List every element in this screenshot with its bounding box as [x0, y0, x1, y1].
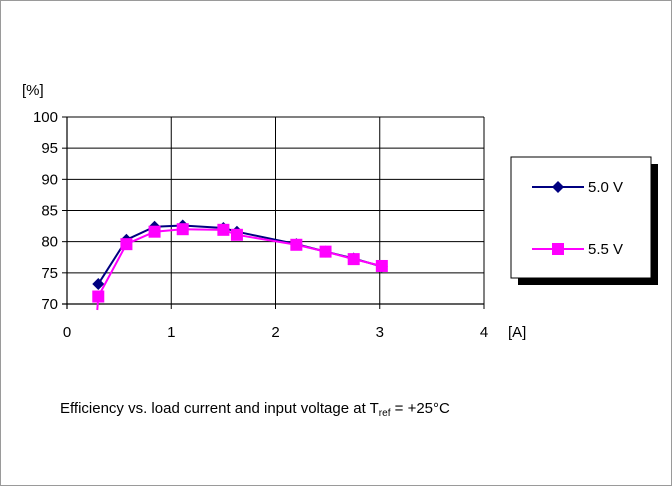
data-point — [92, 290, 105, 303]
data-point — [176, 223, 189, 236]
series-1 — [92, 223, 388, 311]
data-point — [120, 238, 133, 251]
legend-label: 5.0 V — [588, 179, 623, 196]
data-point — [230, 228, 243, 241]
data-point — [217, 223, 230, 236]
y-tick-label: 70 — [41, 296, 58, 313]
legend-entry: 5.0 V — [532, 179, 623, 196]
y-axis-label: [%] — [22, 82, 44, 99]
y-tick-label: 100 — [33, 109, 58, 126]
y-tick-label: 75 — [41, 265, 58, 282]
y-tick-label: 85 — [41, 203, 58, 220]
legend-marker — [552, 181, 564, 193]
data-point — [319, 245, 332, 258]
x-tick-label: 1 — [167, 324, 175, 341]
x-tick-label: 0 — [63, 324, 71, 341]
x-tick-label: 2 — [271, 324, 279, 341]
caption-suffix: = +25°C — [390, 400, 450, 417]
data-point — [375, 259, 388, 272]
caption-subscript: ref — [378, 408, 391, 419]
data-point — [148, 225, 161, 238]
x-axis-label: [A] — [508, 324, 526, 341]
caption-prefix: Efficiency vs. load current and input vo… — [60, 400, 379, 417]
y-tick-label: 90 — [41, 171, 58, 188]
x-tick-label: 4 — [480, 324, 488, 341]
y-tick-label: 95 — [41, 140, 58, 157]
data-point — [347, 253, 360, 266]
legend-marker — [552, 243, 564, 255]
legend-entry: 5.5 V — [532, 241, 623, 258]
figure-caption: Efficiency vs. load current and input vo… — [60, 400, 450, 419]
tick-labels: 70 75 80 85 90 95 100 0 1 2 3 4 — [33, 109, 488, 341]
data-point — [92, 278, 105, 291]
legend-box — [510, 156, 652, 279]
data-series — [92, 219, 388, 311]
series-line — [97, 228, 383, 297]
legend-label: 5.5 V — [588, 241, 623, 258]
y-tick-label: 80 — [41, 234, 58, 251]
legend: 5.0 V 5.5 V — [510, 156, 658, 285]
data-point — [290, 238, 303, 251]
axes — [62, 116, 485, 309]
x-tick-label: 3 — [376, 324, 384, 341]
